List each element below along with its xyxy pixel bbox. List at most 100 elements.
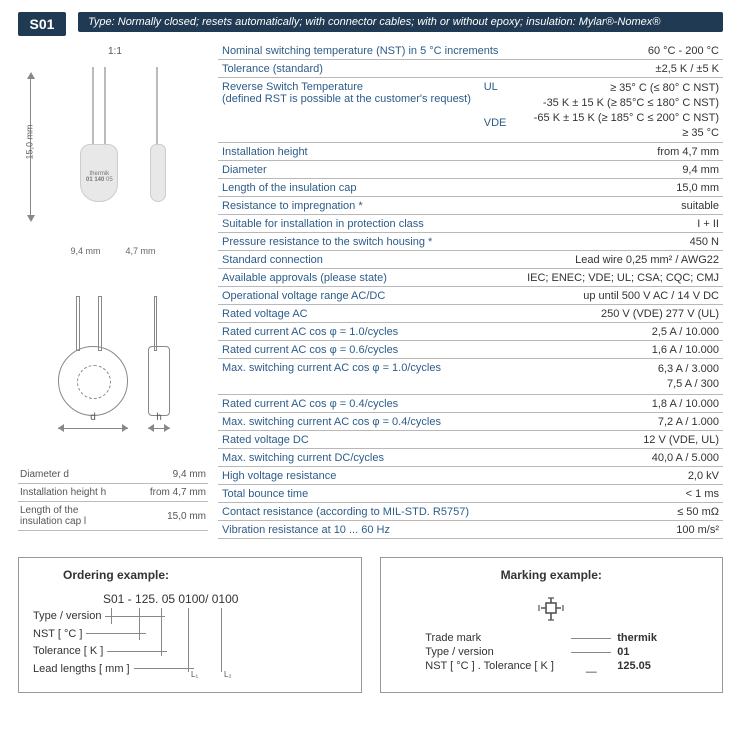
spec-row: Contact resistance (according to MIL-STD… [218,503,723,521]
spec-row: Tolerance (standard)±2,5 K / ±5 K [218,60,723,78]
spec-value: Lead wire 0,25 mm² / AWG22 [539,254,719,266]
spec-label: Vibration resistance at 10 ... 60 Hz [222,524,539,536]
spec-row: Vibration resistance at 10 ... 60 Hz100 … [218,521,723,539]
spec-row: Reverse Switch Temperature (defined RST … [218,78,723,143]
left-column: 1:1 15,0 mm thermik01 140 05 9,4 mm 4,7 … [18,42,208,539]
lead-length-l2: L₂ [224,670,232,679]
spec-value: 60 °C - 200 °C [539,45,719,57]
spec-label: Max. switching current AC cos φ = 0.4/cy… [222,416,539,428]
lead-length-l1: L₁ [191,670,198,679]
photo-dimensions: 9,4 mm 4,7 mm [18,246,208,256]
dim-table-row: Installation height hfrom 4,7 mm [18,484,208,502]
dim-table-row: Length of the insulation cap l15,0 mm [18,502,208,531]
spec-value: 2,5 A / 10.000 [539,326,719,338]
spec-label: Suitable for installation in protection … [222,218,539,230]
spec-label: Diameter [222,164,539,176]
dim-table-value: 15,0 mm [132,502,208,531]
spec-value: 1,6 A / 10.000 [539,344,719,356]
dim-h-label: h [156,412,162,423]
spec-value: 2,0 kV [539,470,719,482]
dim-d-label: d [90,412,96,423]
spec-label: Installation height [222,146,539,158]
spec-value: 12 V (VDE, UL) [539,434,719,446]
dim-table-label: Installation height h [18,484,132,502]
marking-label: Trade mark [425,632,565,644]
spec-value: ≥ 35° C (≤ 80° C NST) -35 K ± 15 K (≥ 85… [534,81,719,140]
spec-row: Max. switching current DC/cycles40,0 A /… [218,449,723,467]
spec-row: Rated current AC cos φ = 0.4/cycles1,8 A… [218,395,723,413]
spec-mid: UL VDE [484,81,534,129]
dim-table-label: Diameter d [18,466,132,484]
spec-label: High voltage resistance [222,470,539,482]
spec-label: Rated current AC cos φ = 0.6/cycles [222,344,539,356]
marking-example-box: Marking example: Trade mark thermik Type /… [380,557,724,693]
spec-label: Rated voltage DC [222,434,539,446]
spec-row: Length of the insulation cap15,0 mm [218,179,723,197]
marking-dash [571,652,611,653]
spec-value: 100 m/s² [539,524,719,536]
spec-value: ±2,5 K / ±5 K [539,63,719,75]
dim-table-value: from 4,7 mm [132,484,208,502]
spec-value: 40,0 A / 5.000 [539,452,719,464]
marking-row: Type / version01 [425,646,677,658]
spec-label: Contact resistance (according to MIL-STD… [222,506,539,518]
dimension-table: Diameter d9,4 mmInstallation height hfro… [18,466,208,531]
spec-row: Max. switching current AC cos φ = 1.0/cy… [218,359,723,395]
type-description-bar: Type: Normally closed; resets automatica… [78,12,723,32]
spec-label: Total bounce time [222,488,539,500]
spec-row: High voltage resistance2,0 kV [218,467,723,485]
spec-value: ≤ 50 mΩ [539,506,719,518]
spec-row: Rated current AC cos φ = 1.0/cycles2,5 A… [218,323,723,341]
spec-label: Rated voltage AC [222,308,539,320]
marking-value: thermik [617,632,677,644]
spec-label: Tolerance (standard) [222,63,539,75]
spec-label: Reverse Switch Temperature (defined RST … [222,81,484,105]
spec-label: Resistance to impregnation * [222,200,539,212]
spec-value: up until 500 V AC / 14 V DC [539,290,719,302]
device-side-view [146,67,170,202]
marking-dash [571,638,611,639]
spec-row: Max. switching current AC cos φ = 0.4/cy… [218,413,723,431]
spec-value: 6,3 A / 3.000 7,5 A / 300 [539,362,719,392]
spec-value: 7,2 A / 1.000 [539,416,719,428]
spec-row: Resistance to impregnation *suitable [218,197,723,215]
spec-value: I + II [539,218,719,230]
spec-value: 15,0 mm [539,182,719,194]
marking-title: Marking example: [395,568,709,582]
spec-value: 250 V (VDE) 277 V (UL) [539,308,719,320]
marking-row: Trade mark thermik [425,632,677,644]
spec-row: Nominal switching temperature (NST) in 5… [218,42,723,60]
marking-value: 125.05 [617,660,677,672]
spec-row: Rated voltage DC12 V (VDE, UL) [218,431,723,449]
spec-value: 1,8 A / 10.000 [539,398,719,410]
ordering-example-box: Ordering example: S01 - 125. 05 0100/ 01… [18,557,362,693]
spec-label: Length of the insulation cap [222,182,539,194]
spec-label: Pressure resistance to the switch housin… [222,236,539,248]
marking-value: 01 [617,646,677,658]
dim-table-row: Diameter d9,4 mm [18,466,208,484]
trademark-icon [537,596,565,622]
spec-value: 9,4 mm [539,164,719,176]
spec-row: Diameter9,4 mm [218,161,723,179]
device-front-view: thermik01 140 05 [74,67,124,202]
spec-label: Nominal switching temperature (NST) in 5… [222,45,539,57]
spec-label: Rated current AC cos φ = 1.0/cycles [222,326,539,338]
ordering-title: Ordering example: [63,568,347,582]
spec-row: Operational voltage range AC/DCup until … [218,287,723,305]
spec-value: IEC; ENEC; VDE; UL; CSA; CQC; CMJ [527,272,719,284]
marking-row: NST [ °C ] . Tolerance [ K ]—125.05 [425,660,677,672]
spec-row: Total bounce time< 1 ms [218,485,723,503]
spec-label: Rated current AC cos φ = 0.4/cycles [222,398,539,410]
spec-row: Standard connectionLead wire 0,25 mm² / … [218,251,723,269]
product-photo-area: 1:1 15,0 mm thermik01 140 05 [18,42,208,242]
schematic-drawing: d h [18,296,208,436]
spec-value: < 1 ms [539,488,719,500]
spec-value: suitable [539,200,719,212]
marking-label: NST [ °C ] . Tolerance [ K ] [425,660,565,672]
spec-row: Available approvals (please state)IEC; E… [218,269,723,287]
spec-value: from 4,7 mm [539,146,719,158]
dim-front-label: 9,4 mm [70,246,100,256]
spec-row: Rated current AC cos φ = 0.6/cycles1,6 A… [218,341,723,359]
model-badge: S01 [18,12,66,36]
spec-row: Pressure resistance to the switch housin… [218,233,723,251]
